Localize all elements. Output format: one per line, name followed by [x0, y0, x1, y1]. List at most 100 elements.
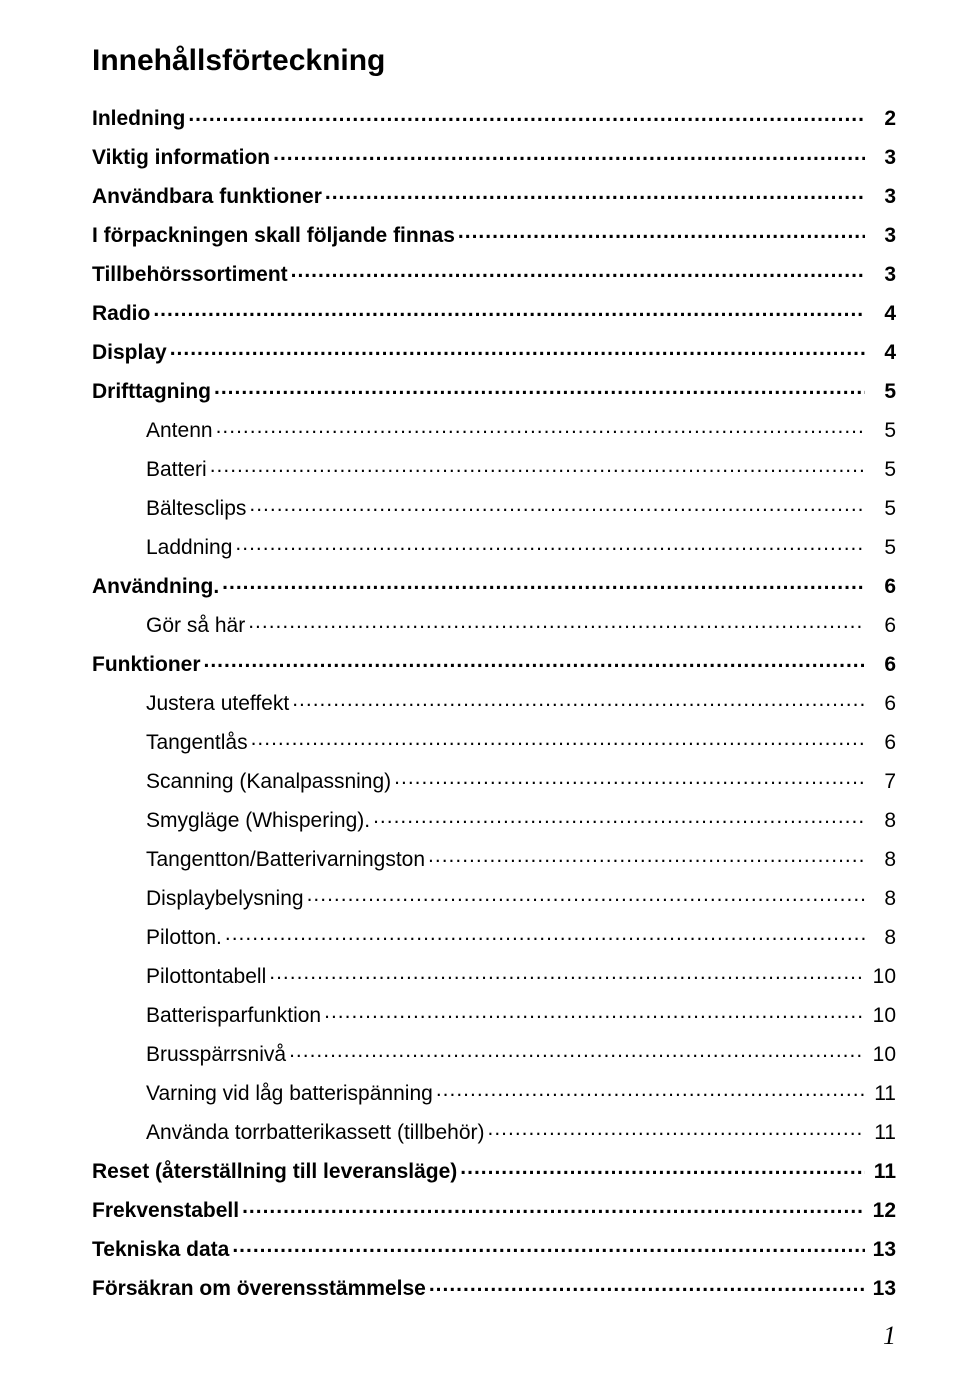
toc-entry-page: 4: [868, 342, 896, 363]
toc-leader-dots: [269, 962, 865, 983]
toc-leader-dots: [325, 182, 865, 203]
toc-entry-label: Inledning: [92, 108, 185, 129]
toc-entry: Inledning 2: [92, 104, 896, 129]
toc-entry-page: 3: [868, 225, 896, 246]
toc-entry: Smygläge (Whispering). 8: [92, 806, 896, 831]
toc-entry-label: Tillbehörssortiment: [92, 264, 288, 285]
toc-leader-dots: [235, 533, 865, 554]
toc-entry: Viktig information 3: [92, 143, 896, 168]
toc-entry: Frekvenstabell12: [92, 1196, 896, 1221]
toc-leader-dots: [394, 767, 865, 788]
toc-entry-page: 6: [868, 732, 896, 753]
toc-entry-page: 12: [868, 1200, 896, 1221]
table-of-contents: Inledning2Viktig information3Användbara …: [92, 104, 896, 1299]
toc-entry-page: 5: [868, 459, 896, 480]
toc-entry-page: 11: [868, 1122, 896, 1143]
toc-entry: Tillbehörssortiment 3: [92, 260, 896, 285]
page-title: Innehållsförteckning: [92, 44, 896, 78]
toc-entry: Reset (återställning till leveransläge)1…: [92, 1157, 896, 1182]
toc-leader-dots: [248, 611, 865, 632]
toc-entry: Drifttagning 5: [92, 377, 896, 402]
toc-leader-dots: [458, 221, 865, 242]
toc-entry-label: Drifttagning: [92, 381, 211, 402]
toc-entry-page: 5: [868, 498, 896, 519]
toc-leader-dots: [251, 728, 865, 749]
toc-entry-label: Försäkran om överensstämmelse: [92, 1278, 426, 1299]
toc-entry: Display4: [92, 338, 896, 363]
toc-leader-dots: [429, 1274, 865, 1295]
toc-entry: Laddning5: [92, 533, 896, 558]
toc-entry-page: 8: [868, 849, 896, 870]
toc-entry-label: Reset (återställning till leveransläge): [92, 1161, 457, 1182]
toc-leader-dots: [170, 338, 865, 359]
toc-leader-dots: [307, 884, 865, 905]
toc-entry: Brusspärrsnivå10: [92, 1040, 896, 1065]
toc-entry-page: 8: [868, 927, 896, 948]
toc-entry-label: Varning vid låg batterispänning: [146, 1083, 433, 1104]
toc-entry-label: Laddning: [146, 537, 232, 558]
toc-entry-label: Antenn: [146, 420, 213, 441]
toc-entry: Funktioner6: [92, 650, 896, 675]
toc-leader-dots: [488, 1118, 866, 1139]
toc-leader-dots: [249, 494, 865, 515]
toc-entry-page: 7: [868, 771, 896, 792]
toc-leader-dots: [324, 1001, 865, 1022]
toc-entry: Pilottontabell 10: [92, 962, 896, 987]
toc-entry: Antenn 5: [92, 416, 896, 441]
toc-entry: Batteri 5: [92, 455, 896, 480]
toc-entry-label: Användning.: [92, 576, 219, 597]
toc-entry-label: Använda torrbatterikassett (tillbehör): [146, 1122, 485, 1143]
toc-entry: Varning vid låg batterispänning 11: [92, 1079, 896, 1104]
toc-entry-page: 3: [868, 147, 896, 168]
toc-entry-page: 11: [868, 1083, 896, 1104]
toc-leader-dots: [188, 104, 865, 125]
toc-entry-label: Viktig information: [92, 147, 270, 168]
toc-entry: Försäkran om överensstämmelse 13: [92, 1274, 896, 1299]
toc-entry-label: Batteri: [146, 459, 207, 480]
toc-leader-dots: [242, 1196, 865, 1217]
toc-entry: Batterisparfunktion10: [92, 1001, 896, 1026]
toc-leader-dots: [289, 1040, 865, 1061]
toc-entry: Pilotton. 8: [92, 923, 896, 948]
toc-entry-page: 5: [868, 420, 896, 441]
toc-entry-label: Smygläge (Whispering).: [146, 810, 370, 831]
toc-leader-dots: [225, 923, 865, 944]
toc-entry-label: Tangentlås: [146, 732, 248, 753]
toc-entry-label: Gör så här: [146, 615, 245, 636]
toc-entry: Användbara funktioner 3: [92, 182, 896, 207]
toc-entry: Justera uteffekt6: [92, 689, 896, 714]
toc-entry-page: 8: [868, 888, 896, 909]
toc-entry-label: Scanning (Kanalpassning): [146, 771, 391, 792]
toc-entry-page: 2: [868, 108, 896, 129]
toc-leader-dots: [232, 1235, 865, 1256]
toc-leader-dots: [436, 1079, 865, 1100]
toc-entry-page: 10: [868, 966, 896, 987]
toc-entry: Gör så här 6: [92, 611, 896, 636]
toc-entry-label: Bältesclips: [146, 498, 246, 519]
toc-entry-label: Batterisparfunktion: [146, 1005, 321, 1026]
toc-entry-label: Tekniska data: [92, 1239, 229, 1260]
toc-entry-page: 6: [868, 576, 896, 597]
toc-entry-label: I förpackningen skall följande finnas: [92, 225, 455, 246]
page-number: 1: [883, 1321, 896, 1351]
toc-entry-label: Användbara funktioner: [92, 186, 322, 207]
toc-leader-dots: [273, 143, 865, 164]
toc-leader-dots: [153, 299, 865, 320]
toc-leader-dots: [222, 572, 865, 593]
toc-entry-label: Brusspärrsnivå: [146, 1044, 286, 1065]
toc-entry-page: 6: [868, 615, 896, 636]
toc-entry-page: 3: [868, 186, 896, 207]
toc-entry: Bältesclips 5: [92, 494, 896, 519]
toc-entry: Radio 4: [92, 299, 896, 324]
toc-leader-dots: [428, 845, 865, 866]
toc-entry: Tangentton/Batterivarningston8: [92, 845, 896, 870]
toc-entry: Scanning (Kanalpassning) 7: [92, 767, 896, 792]
toc-entry-page: 5: [868, 381, 896, 402]
toc-entry-page: 3: [868, 264, 896, 285]
toc-entry: Använda torrbatterikassett (tillbehör) 11: [92, 1118, 896, 1143]
toc-entry-label: Pilottontabell: [146, 966, 266, 987]
toc-entry-label: Radio: [92, 303, 150, 324]
toc-entry-page: 6: [868, 693, 896, 714]
toc-entry-page: 4: [868, 303, 896, 324]
toc-entry-page: 13: [868, 1278, 896, 1299]
